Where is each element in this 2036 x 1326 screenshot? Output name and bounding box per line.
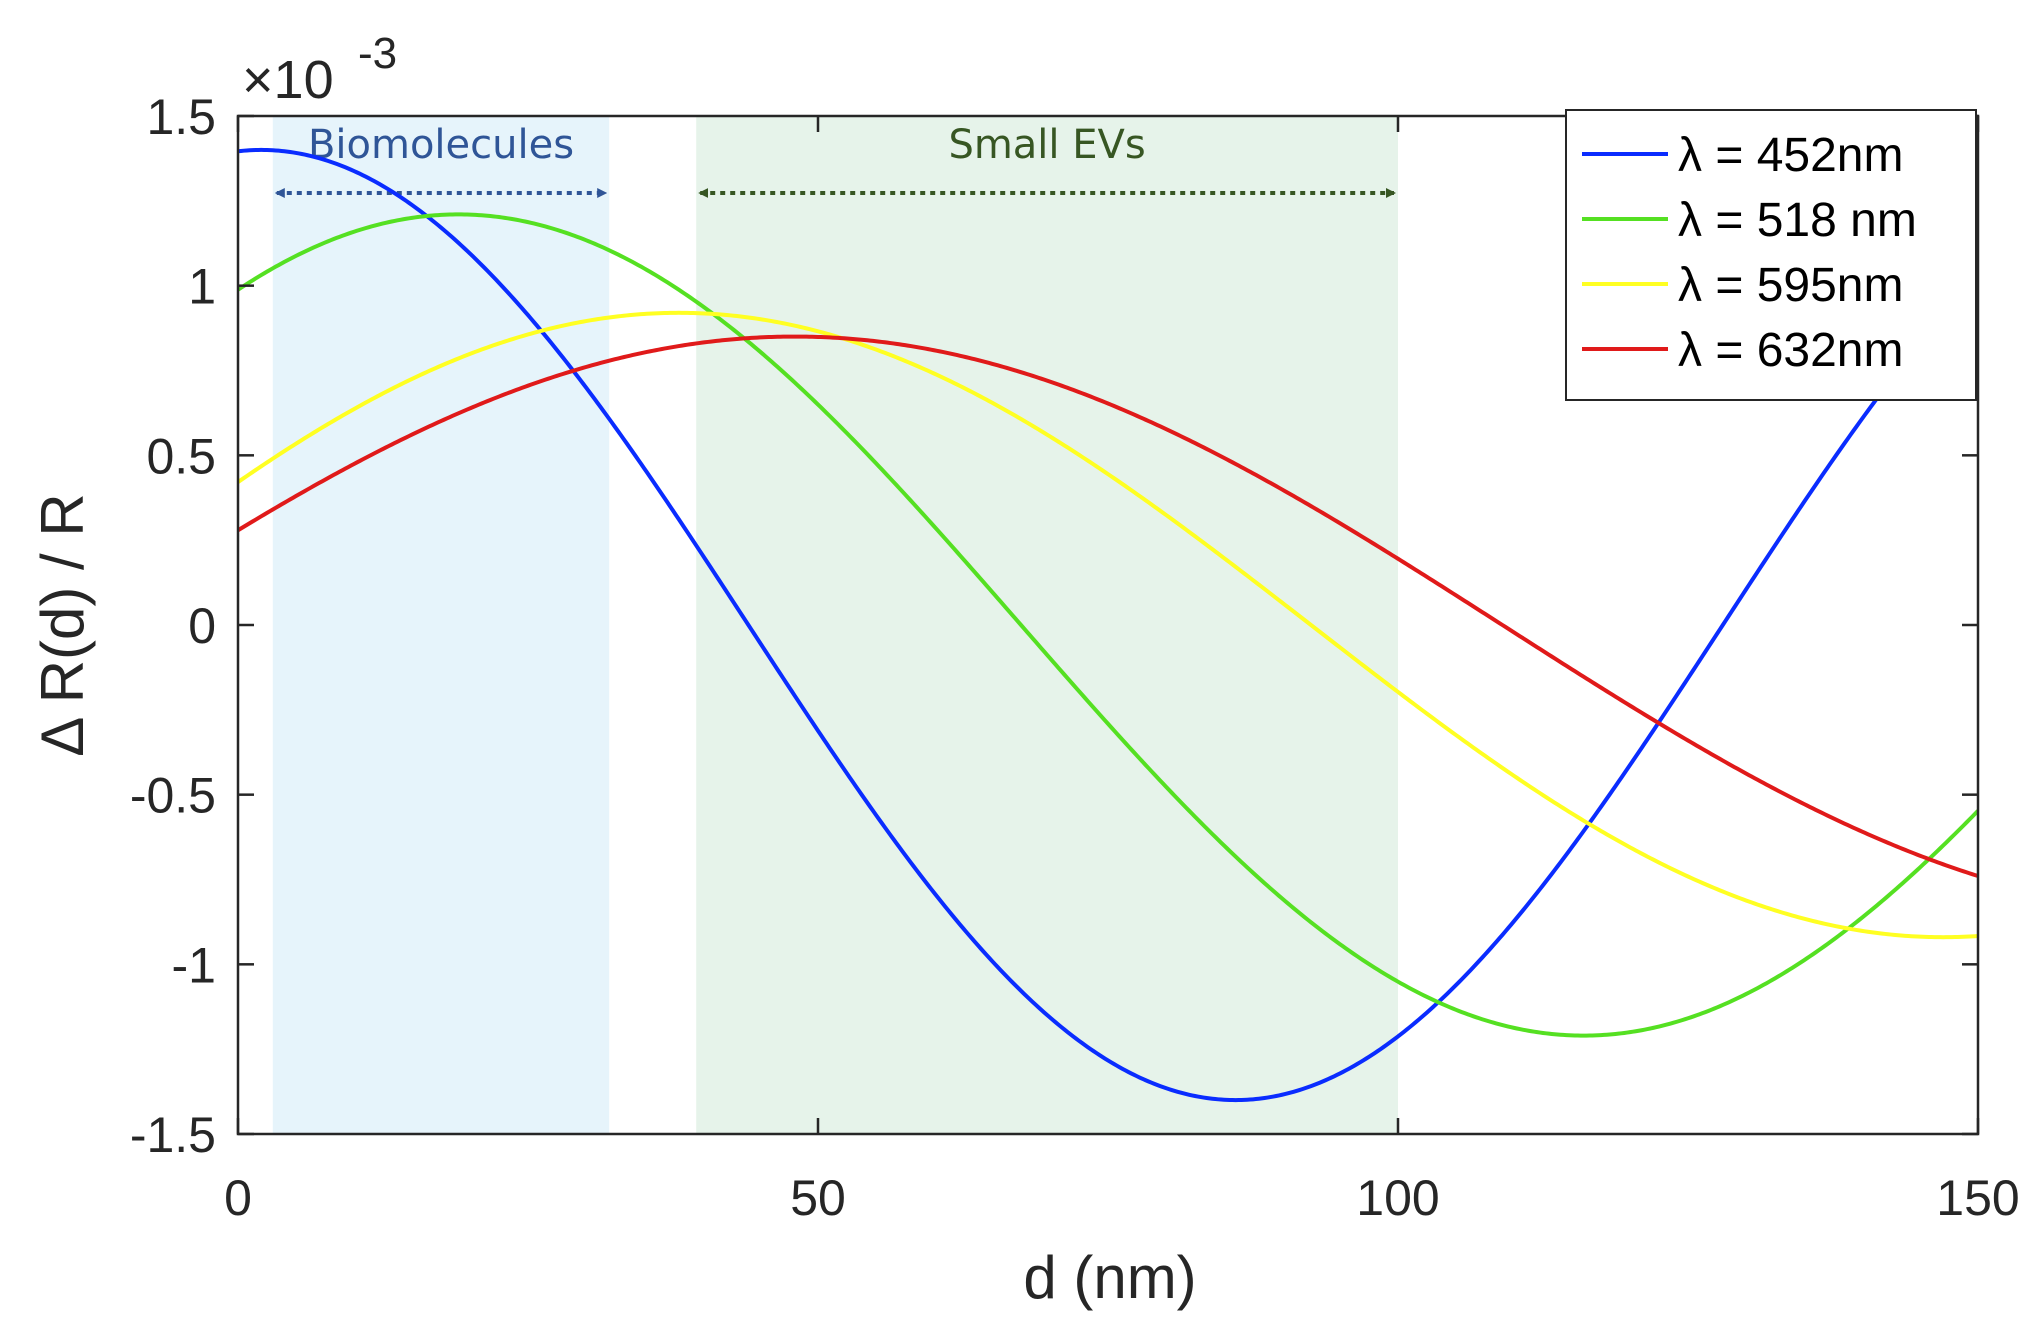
y-tick-label: 1.5 [146,89,216,145]
series-line-1 [238,147,1978,1103]
x-tick-label: 100 [1356,1170,1439,1226]
tick-labels: 0 50 100 150 1.5 1 0.5 0 -0.5 -1 -1.5 [130,89,2020,1226]
series-line-3 [238,310,1978,940]
x-axis-label: d (nm) [1023,1244,1196,1311]
region-biomolecules [272,116,610,1134]
legend: λ = 452nm λ = 518 nm λ = 595nm λ = 632nm [1565,109,1977,401]
shaded-regions: Biomolecules Small EVs [272,116,1398,1134]
series-line-4 [238,334,1978,878]
legend-label-2: λ = 518 nm [1678,194,1917,247]
y-tick-label: -0.5 [130,768,216,824]
x-tick-label: 50 [790,1170,846,1226]
x-tick-label: 150 [1936,1170,2019,1226]
y-tick-label: 1 [188,259,216,315]
y-tick-label: -1 [172,937,216,993]
y-exponent-base: ×10 [242,50,334,110]
legend-label-1: λ = 452nm [1678,129,1903,182]
y-exponent-label: ×10 -3 [242,29,397,110]
y-tick-label: 0 [188,598,216,654]
region-label-biomolecules: Biomolecules [308,122,574,168]
series-line-2 [238,212,1978,1038]
y-tick-label: 0.5 [146,428,216,484]
legend-box [1565,109,1977,401]
region-small-evs [696,116,1398,1134]
axes [236,114,1980,1136]
region-label-small-evs: Small EVs [948,122,1145,168]
x-tick-label: 0 [224,1170,252,1226]
y-tick-label: -1.5 [130,1107,216,1163]
legend-label-3: λ = 595nm [1678,259,1903,312]
y-exponent-power: -3 [358,29,397,78]
series-lines [238,147,1978,1103]
legend-label-4: λ = 632nm [1678,324,1903,377]
y-axis-label: Δ R(d) / R [29,493,96,756]
